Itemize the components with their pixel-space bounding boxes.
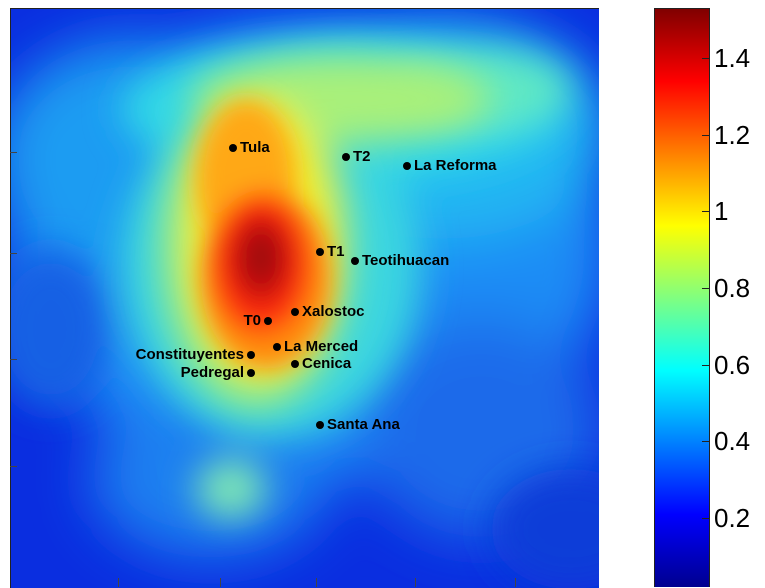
station-dot[interactable] — [229, 144, 237, 152]
colorbar-tick-label: 1.2 — [714, 119, 751, 150]
station-dot[interactable] — [291, 308, 299, 316]
station-dot[interactable] — [273, 343, 281, 351]
colorbar-tick-mark — [702, 57, 710, 59]
colorbar-tick-mark — [702, 441, 710, 443]
colorbar-tick-label: 0.8 — [714, 272, 751, 303]
station-label: Pedregal — [180, 364, 244, 381]
map-axis-tick — [515, 578, 516, 587]
station-label: Cenica — [302, 355, 352, 372]
map-axis-tick — [10, 359, 17, 360]
station-dot[interactable] — [316, 421, 324, 429]
colorbar-tick-label: 0.4 — [714, 426, 751, 457]
station-dot[interactable] — [264, 317, 272, 325]
station-label: La Reforma — [414, 157, 497, 174]
station-label: T1 — [327, 243, 345, 260]
colorbar-tick-label: 0.6 — [714, 349, 751, 380]
station-dot[interactable] — [291, 360, 299, 368]
station-label: Tula — [240, 139, 270, 156]
colorbar-tick-mark — [702, 517, 710, 519]
station-label: Xalostoc — [302, 303, 365, 320]
station-dot[interactable] — [247, 351, 255, 359]
colorbar-tick-mark — [702, 287, 710, 289]
station-dot[interactable] — [316, 248, 324, 256]
station-label: La Merced — [284, 338, 359, 355]
map-axis-tick — [118, 578, 119, 587]
concentration-map[interactable]: Tula T2 La Reforma T1 Teotihuacan Xalostoc T0 L… — [10, 8, 599, 588]
map-axis-tick — [316, 578, 317, 587]
map-axis-tick — [220, 578, 221, 587]
station-label: T0 — [243, 312, 261, 329]
station-dot[interactable] — [342, 153, 350, 161]
concentration-heatmap — [11, 9, 599, 588]
map-axis-tick — [10, 466, 17, 467]
colorbar-tick-label: 1.4 — [714, 42, 751, 73]
map-axis-tick — [415, 578, 416, 587]
station-label: Teotihuacan — [362, 252, 450, 269]
colorbar-tick-mark — [702, 134, 710, 136]
station-label: Santa Ana — [327, 416, 400, 433]
station-dot[interactable] — [351, 257, 359, 265]
station-dot[interactable] — [403, 162, 411, 170]
station-label: Constituyentes — [135, 346, 244, 363]
colorbar-tick-label: 1 — [714, 196, 729, 227]
map-axis-tick — [10, 253, 17, 254]
colorbar — [654, 8, 710, 587]
colorbar-tick-label: 0.2 — [714, 502, 751, 533]
station-label: T2 — [353, 148, 371, 165]
station-dot[interactable] — [247, 369, 255, 377]
colorbar-tick-mark — [702, 364, 710, 366]
map-axis-tick — [10, 152, 17, 153]
colorbar-tick-mark — [702, 211, 710, 213]
